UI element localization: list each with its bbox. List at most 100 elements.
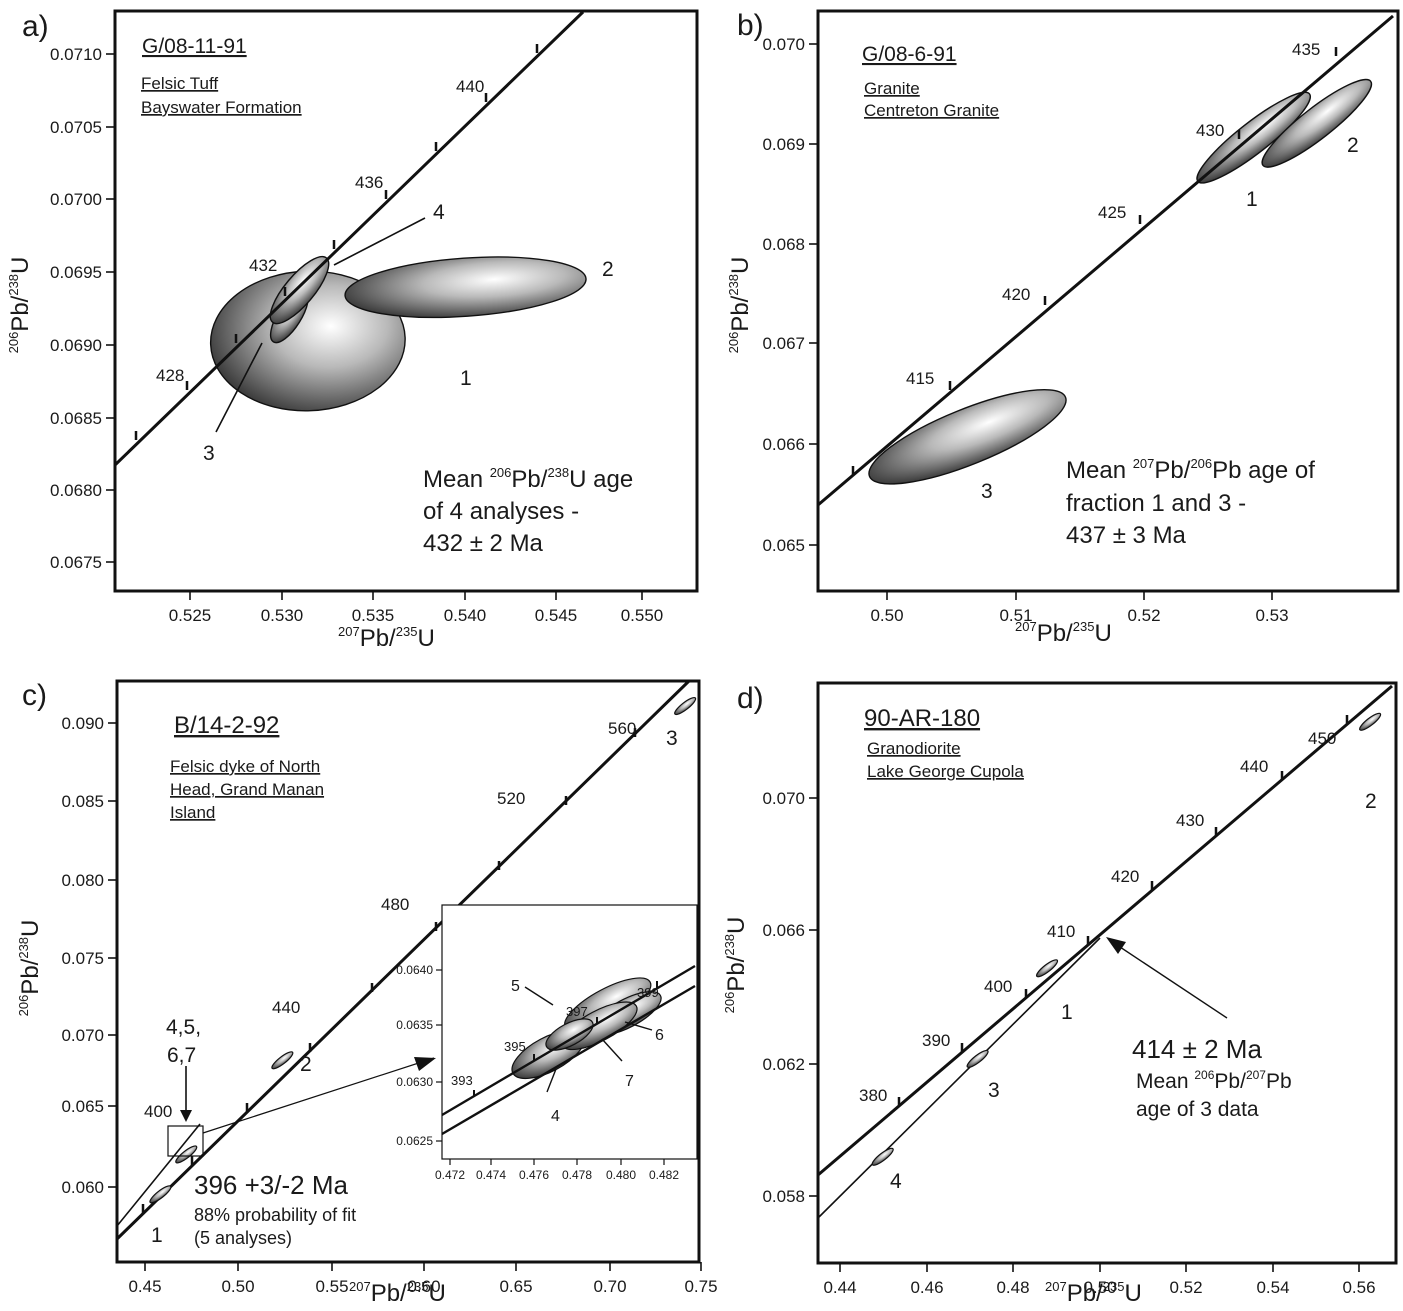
error-ellipse (871, 1147, 894, 1166)
inset-concordia-label: 395 (504, 1039, 526, 1054)
concordia-label: 430 (1176, 811, 1204, 830)
x-tick-label: 0.44 (823, 1278, 856, 1297)
error-ellipse (149, 1185, 172, 1204)
panel-c-concordia (115, 679, 691, 1241)
x-tick-label: 0.550 (621, 606, 664, 625)
x-tick-label: 0.48 (996, 1278, 1029, 1297)
inset-discordia (441, 984, 696, 1136)
y-tick-label: 0.066 (762, 921, 805, 940)
y-axis-label: 206Pb/238U (722, 917, 750, 1014)
panel-d-rock-1: Granodiorite (867, 739, 961, 758)
analysis-label-b: 6,7 (167, 1044, 196, 1067)
panel-c-rock-1: Felsic dyke of North (170, 757, 320, 776)
x-tick-label: 0.530 (261, 606, 304, 625)
panel-c: c) 0.45 0.50 0.55 0.60 0.65 0.70 0.75 0.060 0.06… (16, 679, 718, 1307)
panel-a-sample: G/08-11-91 (142, 35, 247, 58)
analysis-label: 2 (602, 258, 614, 281)
leader-line (624, 1021, 653, 1031)
panel-d-letter: d) (737, 682, 764, 715)
panel-c-sample: B/14-2-92 (174, 712, 279, 739)
concordia-label: 440 (456, 77, 484, 96)
panel-d-rock-2: Lake George Cupola (867, 762, 1024, 781)
panel-b-letter: b) (737, 9, 764, 42)
analysis-label-a: 4,5, (166, 1016, 201, 1039)
inset-y-tick-label: 0.0625 (396, 1134, 433, 1148)
panel-c-frame (115, 679, 701, 1264)
analysis-label: 1 (460, 367, 472, 390)
inset-x-tick-label: 0.472 (435, 1168, 465, 1182)
panel-b-frame (816, 9, 1400, 593)
annotation-line-2: Mean 206Pb/207Pb (1136, 1068, 1292, 1093)
analysis-label: 3 (203, 442, 215, 465)
y-tick-label: 0.0705 (50, 118, 102, 137)
y-tick-label: 0.065 (762, 536, 805, 555)
concordia-label: 450 (1308, 729, 1336, 748)
inset-x-tick-label: 0.474 (476, 1168, 506, 1182)
panel-a-rock-1: Felsic Tuff (141, 74, 218, 93)
x-tick-label: 0.540 (444, 606, 487, 625)
error-ellipse (1359, 712, 1382, 731)
y-tick-label: 0.069 (762, 135, 805, 154)
panel-a-concordia (113, 10, 585, 467)
x-tick-label: 0.50 (870, 606, 903, 625)
error-ellipse (271, 1051, 294, 1070)
panel-b-rock-1: Granite (864, 79, 920, 98)
x-tick-label: 0.50 (221, 1277, 254, 1296)
concordia-label: 420 (1002, 285, 1030, 304)
inset-concordia (441, 964, 696, 1117)
y-tick-label: 0.0685 (50, 409, 102, 428)
annotation-line-2: fraction 1 and 3 - (1066, 490, 1246, 517)
annotation-line-3: 432 ± 2 Ma (423, 530, 544, 557)
concordia-label: 440 (1240, 757, 1268, 776)
x-tick-label: 0.50 (1083, 1278, 1116, 1297)
concordia-label: 400 (144, 1102, 172, 1121)
concordia-label: 420 (1111, 867, 1139, 886)
y-axis-label: 206Pb/238U (726, 257, 754, 354)
panel-d-concordia (817, 684, 1393, 1177)
error-ellipse (674, 696, 697, 716)
concordia-label: 400 (984, 977, 1012, 996)
annotation-line-3: 437 ± 3 Ma (1066, 522, 1187, 549)
y-tick-label: 0.070 (762, 35, 805, 54)
analysis-label: 3 (988, 1079, 1000, 1102)
x-axis-label: 207Pb/235U (1045, 1279, 1142, 1307)
inset-analysis-label: 5 (511, 978, 520, 995)
pointer-arrow (1113, 942, 1228, 1019)
leader-line (546, 1068, 557, 1093)
concordia-label: 410 (1047, 922, 1075, 941)
panel-d-sample: 90-AR-180 (864, 705, 980, 732)
x-tick-label: 0.545 (535, 606, 578, 625)
concordia-label: 432 (249, 256, 277, 275)
panel-a-letter: a) (22, 10, 49, 43)
concordia-label: 560 (608, 719, 636, 738)
inset-y-tick-label: 0.0635 (396, 1018, 433, 1032)
x-tick-label: 0.56 (1342, 1278, 1375, 1297)
panel-d-frame (816, 681, 1398, 1265)
inset-x-tick-label: 0.482 (649, 1168, 679, 1182)
inset-concordia-label: 393 (451, 1073, 473, 1088)
inset-y-tick-label: 0.0640 (396, 963, 433, 977)
error-ellipse-2 (344, 256, 587, 319)
y-tick-label: 0.070 (61, 1026, 104, 1045)
inset-analysis-label: 4 (551, 1108, 560, 1125)
panel-b-rock-2: Centreton Granite (864, 101, 999, 120)
leader-line (333, 217, 426, 266)
y-tick-label: 0.0710 (50, 45, 102, 64)
y-tick-label: 0.090 (61, 714, 104, 733)
panel-c-discordia (116, 1123, 201, 1227)
x-tick-label: 0.535 (352, 606, 395, 625)
x-tick-label: 0.51 (999, 606, 1032, 625)
arrow-head (180, 1110, 192, 1122)
inset-analysis-label: 7 (625, 1073, 634, 1090)
y-tick-label: 0.080 (61, 871, 104, 890)
y-tick-label: 0.0675 (50, 553, 102, 572)
y-tick-label: 0.0680 (50, 481, 102, 500)
x-tick-label: 0.52 (1169, 1278, 1202, 1297)
arrow-head (1106, 937, 1126, 954)
annotation-line-1: 396 +3/-2 Ma (194, 1170, 348, 1200)
analysis-label: 2 (1365, 790, 1377, 813)
error-ellipse-3 (868, 388, 1067, 485)
y-tick-label: 0.066 (762, 435, 805, 454)
x-tick-label: 0.525 (169, 606, 212, 625)
inset: 0.472 0.474 0.476 0.478 0.480 0.482 0.0625 0.06… (396, 904, 698, 1182)
